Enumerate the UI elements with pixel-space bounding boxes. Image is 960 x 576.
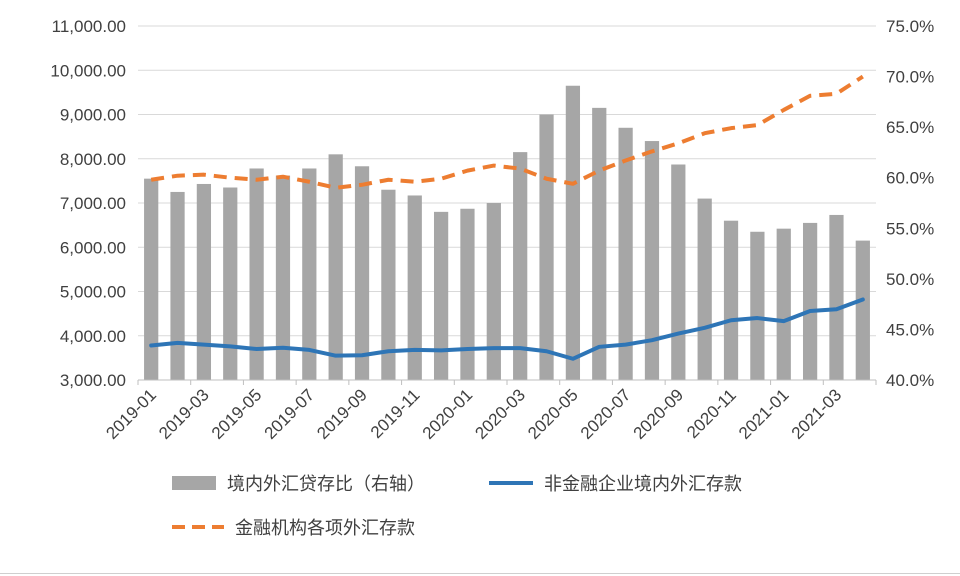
svg-text:3,000.00: 3,000.00 — [60, 371, 126, 390]
svg-text:45.0%: 45.0% — [886, 320, 934, 339]
svg-text:2019-07: 2019-07 — [261, 385, 319, 443]
svg-text:2020-05: 2020-05 — [524, 385, 582, 443]
legend-item-nonfinancial-deposits: 非金融企业境内外汇存款 — [489, 470, 742, 496]
chart-legend: 境内外汇贷存比（右轴） 非金融企业境内外汇存款 金融机构各项外汇存款 — [172, 470, 832, 540]
line-swatch-icon — [489, 481, 533, 485]
svg-text:2020-01: 2020-01 — [419, 385, 477, 443]
bottom-divider — [0, 573, 960, 574]
svg-text:2019-11: 2019-11 — [367, 385, 424, 442]
legend-item-loan-deposit-ratio: 境内外汇贷存比（右轴） — [172, 470, 425, 496]
bar-swatch-icon — [172, 476, 216, 490]
svg-text:75.0%: 75.0% — [886, 17, 934, 36]
dashed-line-swatch-icon — [172, 525, 224, 529]
svg-text:2021-01: 2021-01 — [735, 385, 793, 443]
svg-text:7,000.00: 7,000.00 — [60, 194, 126, 213]
svg-text:70.0%: 70.0% — [886, 68, 934, 87]
svg-text:2020-07: 2020-07 — [577, 385, 635, 443]
svg-text:65.0%: 65.0% — [886, 118, 934, 137]
svg-text:2020-03: 2020-03 — [471, 385, 529, 443]
svg-text:6,000.00: 6,000.00 — [60, 238, 126, 257]
legend-label: 境内外汇贷存比（右轴） — [227, 474, 425, 494]
svg-text:9,000.00: 9,000.00 — [60, 106, 126, 125]
svg-text:2021-03: 2021-03 — [788, 385, 846, 443]
svg-text:2019-05: 2019-05 — [208, 385, 266, 443]
combo-chart: 11,000.00 10,000.00 9,000.00 8,000.00 7,000.… — [50, 17, 934, 443]
svg-text:2019-09: 2019-09 — [313, 385, 371, 443]
svg-text:55.0%: 55.0% — [886, 219, 934, 238]
legend-label: 金融机构各项外汇存款 — [235, 518, 415, 538]
svg-text:2020-09: 2020-09 — [630, 385, 688, 443]
legend-item-financial-institution-deposits: 金融机构各项外汇存款 — [172, 514, 415, 540]
svg-text:5,000.00: 5,000.00 — [60, 283, 126, 302]
svg-text:40.0%: 40.0% — [886, 371, 934, 390]
svg-text:10,000.00: 10,000.00 — [50, 61, 126, 80]
svg-text:60.0%: 60.0% — [886, 169, 934, 188]
svg-text:50.0%: 50.0% — [886, 270, 934, 289]
svg-text:2020-11: 2020-11 — [683, 385, 740, 442]
legend-label: 非金融企业境内外汇存款 — [544, 474, 742, 494]
svg-text:4,000.00: 4,000.00 — [60, 327, 126, 346]
svg-text:2019-03: 2019-03 — [155, 385, 213, 443]
svg-text:2019-01: 2019-01 — [102, 385, 160, 443]
svg-text:8,000.00: 8,000.00 — [60, 150, 126, 169]
svg-text:11,000.00: 11,000.00 — [52, 17, 126, 36]
